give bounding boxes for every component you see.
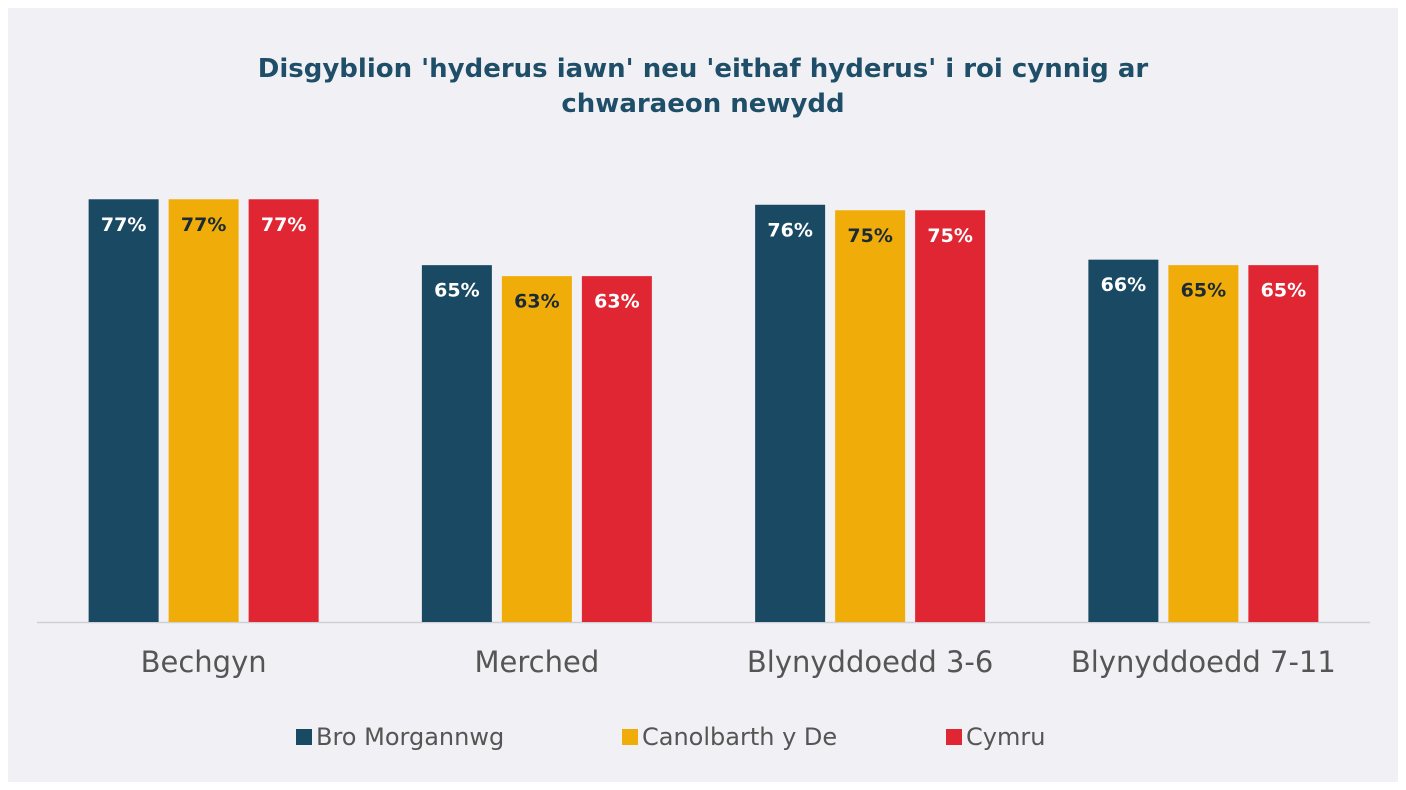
x-tick-label: Merched <box>475 645 600 679</box>
data-label: 65% <box>1261 280 1306 302</box>
bar <box>248 199 319 622</box>
x-tick-label: Blynyddoedd 7-11 <box>1071 645 1336 679</box>
chart-panel <box>8 8 1398 782</box>
data-label: 63% <box>514 291 559 313</box>
data-label: 65% <box>434 280 479 302</box>
legend-swatch <box>622 729 638 745</box>
data-label: 66% <box>1101 274 1146 296</box>
legend-label: Canolbarth y De <box>642 723 837 751</box>
x-tick-label: Bechgyn <box>141 645 267 679</box>
legend-swatch <box>946 729 962 745</box>
data-label: 76% <box>767 219 812 241</box>
legend-label: Bro Morgannwg <box>316 723 504 751</box>
x-tick-label: Blynyddoedd 3-6 <box>747 645 993 679</box>
data-label: 77% <box>261 214 306 236</box>
chart-title: Disgyblion 'hyderus iawn' neu 'eithaf hy… <box>257 54 1149 119</box>
bar <box>835 210 906 622</box>
bar <box>1248 265 1319 622</box>
data-label: 77% <box>101 214 146 236</box>
data-label: 77% <box>181 214 226 236</box>
bar <box>168 199 239 622</box>
data-label: 63% <box>594 291 639 313</box>
data-label: 65% <box>1181 280 1226 302</box>
legend-label: Cymru <box>966 723 1045 751</box>
bar <box>581 276 652 622</box>
bar <box>88 199 159 622</box>
bar <box>755 204 826 622</box>
bar <box>1088 259 1159 622</box>
bar <box>1168 265 1239 622</box>
bar <box>915 210 986 622</box>
data-label: 75% <box>927 225 972 247</box>
bar <box>501 276 572 622</box>
bar <box>421 265 492 622</box>
data-label: 75% <box>847 225 892 247</box>
legend-swatch <box>296 729 312 745</box>
